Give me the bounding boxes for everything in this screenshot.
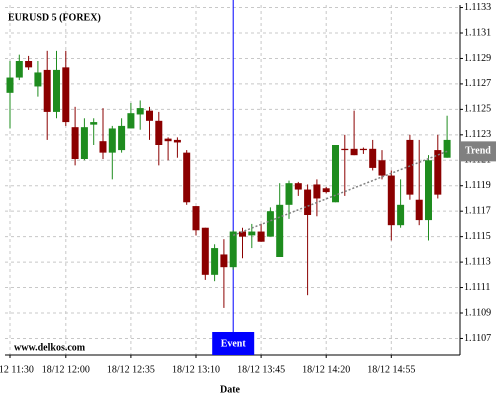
candle-body	[53, 69, 60, 112]
candle-body	[378, 160, 386, 176]
candle-body	[183, 152, 191, 203]
x-axis-label: Date	[220, 384, 241, 395]
y-tick-label: 1.1129	[464, 53, 491, 64]
y-tick-label: 1.1107	[464, 333, 491, 344]
candle-body	[266, 211, 274, 237]
event-label-box	[212, 332, 255, 355]
candle-body	[127, 113, 135, 129]
candle-body	[350, 148, 358, 156]
x-tick-label: 18/12 14:20	[302, 364, 350, 375]
y-tick-label: 1.1115	[464, 231, 491, 242]
y-tick-label: 1.1131	[464, 27, 491, 38]
watermark: www.delkos.com	[14, 342, 86, 353]
candle-body	[25, 61, 33, 68]
candle-body	[387, 175, 395, 226]
candle-body	[108, 128, 116, 153]
candle-body	[397, 204, 405, 226]
candle-body	[136, 108, 144, 115]
candle-body	[341, 148, 349, 151]
candle-body	[118, 125, 126, 151]
candle-body	[80, 127, 88, 159]
candle-body	[406, 139, 414, 195]
candle-body	[443, 139, 451, 158]
candle-body	[276, 204, 284, 257]
candle-body	[332, 145, 339, 203]
candle-body	[201, 227, 209, 275]
x-tick-label: 18/12 14:55	[367, 364, 415, 375]
candle-body	[99, 141, 107, 153]
y-tick-label: 1.1125	[464, 104, 491, 115]
candle-body	[15, 61, 23, 78]
candle-body	[415, 199, 423, 221]
x-tick-label: 18/12 13:10	[172, 364, 220, 375]
y-tick-label: 1.1133	[464, 2, 491, 13]
candle-body	[211, 248, 219, 275]
x-tick-label: 18/12 13:45	[237, 364, 285, 375]
candle-body	[369, 148, 377, 168]
y-tick-label: 1.1109	[464, 307, 491, 318]
candle-body	[62, 67, 70, 123]
trend-line	[232, 150, 448, 237]
y-tick-label: 1.1119	[464, 180, 491, 191]
candle-body	[71, 127, 79, 159]
candle-body	[313, 184, 321, 199]
candle-body	[34, 72, 42, 87]
trend-label-box	[460, 141, 496, 162]
trend-label: Trend	[465, 146, 491, 157]
event-label: Event	[221, 338, 247, 349]
candle-body	[173, 139, 181, 143]
candle-body	[220, 254, 228, 268]
y-tick-label: 1.1117	[464, 205, 491, 216]
candle-body	[43, 69, 51, 112]
y-tick-label: 1.1123	[464, 129, 491, 140]
candle-body	[304, 189, 312, 215]
candle-body	[322, 188, 330, 193]
candle-body	[146, 110, 153, 121]
x-tick-label: 18/12 12:35	[107, 364, 155, 375]
candle-body	[434, 150, 442, 195]
x-tick-label: 18/12 12:00	[42, 364, 90, 375]
y-tick-label: 1.1113	[464, 256, 491, 267]
candle-body	[6, 77, 14, 93]
candle-body	[257, 231, 265, 242]
candle-body	[229, 231, 237, 268]
y-tick-label: 1.1111	[464, 282, 490, 293]
y-tick-label: 1.1127	[464, 78, 491, 89]
candle-body	[239, 231, 246, 237]
candle-body	[294, 183, 302, 190]
x-tick-label: 18/12 11:30	[0, 364, 34, 375]
candle-body	[425, 160, 432, 221]
candle-body	[285, 183, 293, 205]
chart-title: EURUSD 5 (FOREX)	[8, 12, 101, 23]
candle-body	[164, 138, 172, 142]
candle-body	[155, 120, 163, 145]
candle-body	[90, 122, 98, 125]
candle-body	[192, 206, 200, 231]
candle-body	[248, 231, 256, 236]
candle-body	[359, 148, 367, 151]
